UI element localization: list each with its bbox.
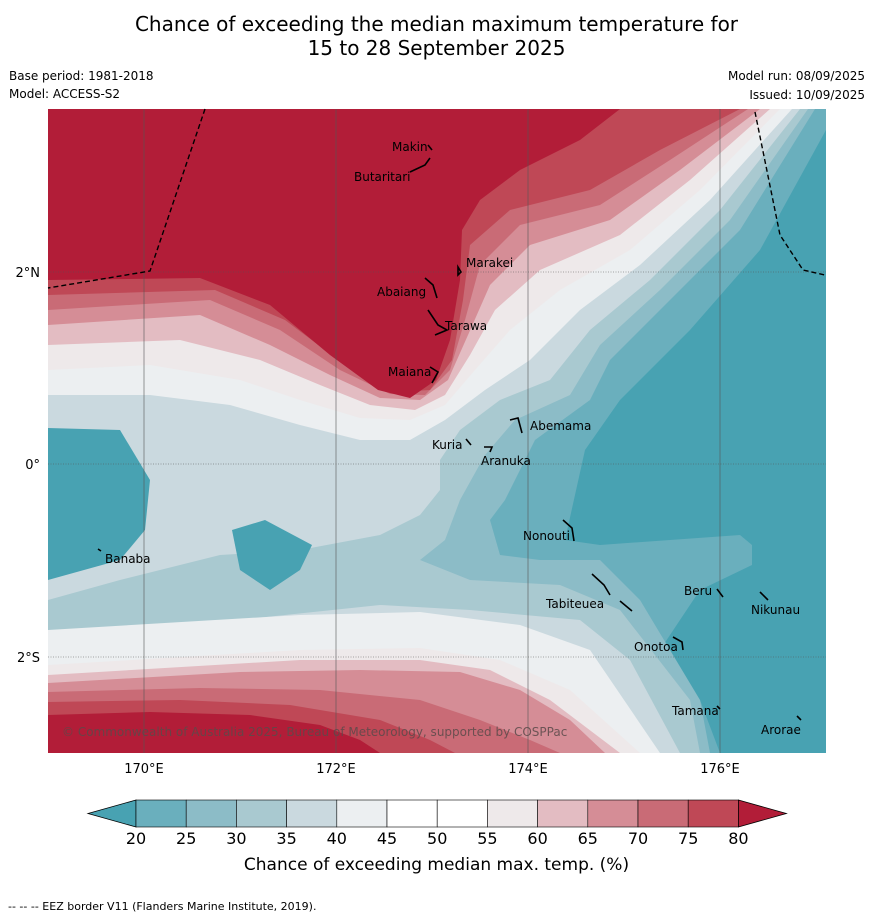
lat-label-equator: 0°: [25, 458, 40, 473]
colorbar-tick-label: 20: [126, 829, 146, 848]
eez-border-west: [47, 108, 206, 289]
island-abemama: [509, 417, 523, 434]
colorbar-tick-label: 40: [327, 829, 347, 848]
map-title: Chance of exceeding the median maximum t…: [0, 12, 873, 60]
island-butaritari: [409, 157, 431, 173]
label-beru: Beru: [684, 584, 712, 598]
place-labels: Makin Butaritari Marakei Abaiang Tarawa …: [105, 140, 801, 737]
island-marakei: [457, 264, 463, 277]
label-arorae: Arorae: [761, 723, 801, 737]
colorbar-tick-label: 65: [578, 829, 598, 848]
contour-band-20-pocket: [232, 520, 312, 590]
colorbar-segment: [537, 799, 589, 828]
lon-label-176e: 176°E: [700, 762, 740, 777]
label-aranuka: Aranuka: [481, 454, 531, 468]
label-abaiang: Abaiang: [377, 285, 426, 299]
colorbar-extend-high: [738, 799, 788, 828]
label-tarawa: Tarawa: [444, 319, 487, 333]
island-tamana: [716, 705, 721, 710]
label-maiana: Maiana: [388, 365, 431, 379]
island-aranuka: [484, 446, 494, 453]
colorbar-segment: [135, 799, 187, 828]
colorbar-tick-label: 25: [176, 829, 196, 848]
colorbar-tick-label: 75: [678, 829, 698, 848]
colorbar-tick-label: 50: [427, 829, 447, 848]
graticule-meridians: [143, 109, 721, 753]
island-kuria: [465, 438, 472, 446]
label-marakei: Marakei: [466, 256, 513, 270]
colorbar-tick-label: 45: [377, 829, 397, 848]
island-beru: [716, 588, 724, 598]
colorbar-segment: [185, 799, 237, 828]
colorbar: 20 25 30 35 40 45 50 55 60 65 70 75 80: [86, 799, 788, 848]
label-banaba: Banaba: [105, 552, 151, 566]
colorbar-segment: [436, 799, 488, 828]
colorbar-tick-label: 30: [226, 829, 246, 848]
island-banaba: [97, 548, 102, 552]
label-tabiteuea: Tabiteuea: [545, 597, 604, 611]
lat-label-2s: 2°S: [17, 651, 40, 666]
copyright-note: © Commonwealth of Australia 2025, Bureau…: [62, 725, 567, 739]
lon-label-170e: 170°E: [124, 762, 164, 777]
colorbar-tick-label: 35: [276, 829, 296, 848]
colorbar-segment: [587, 799, 639, 828]
eez-border-east: [754, 111, 826, 276]
lon-label-172e: 172°E: [316, 762, 356, 777]
colorbar-segment: [286, 799, 338, 828]
label-onotoa: Onotoa: [634, 640, 678, 654]
island-makin: [427, 144, 433, 151]
island-onotoa: [672, 636, 684, 651]
label-nonouti: Nonouti: [523, 529, 570, 543]
colorbar-tick-label: 55: [477, 829, 497, 848]
colorbar-segment: [637, 799, 689, 828]
island-abaiang: [424, 277, 438, 299]
contour-field: [48, 109, 826, 753]
label-nikunau: Nikunau: [751, 603, 800, 617]
eez-borders: [47, 108, 826, 289]
lon-label-174e: 174°E: [508, 762, 548, 777]
model-name: Model: ACCESS-S2: [9, 87, 121, 101]
colorbar-tick-label: 60: [527, 829, 547, 848]
title-line-1: Chance of exceeding the median maximum t…: [134, 12, 739, 36]
axis-labels: 2°N 0° 2°S 170°E 172°E 174°E 176°E: [16, 266, 740, 777]
island-maiana: [429, 366, 440, 384]
label-butaritari: Butaritari: [354, 170, 411, 184]
island-nonouti: [562, 519, 575, 542]
colorbar-segment: [687, 799, 739, 828]
island-nikunau: [759, 591, 769, 601]
island-arorae: [796, 715, 802, 721]
colorbar-segment: [236, 799, 287, 828]
graticule: [48, 271, 826, 658]
model-run: Model run: 08/09/2025: [727, 69, 865, 83]
footer-note: -- -- -- EEZ border V11 (Flanders Marine…: [8, 900, 317, 913]
island-tabiteuea: [591, 573, 633, 612]
contour-band-20-west: [48, 428, 150, 580]
base-period: Base period: 1981-2018: [9, 69, 154, 83]
colorbar-segment: [336, 799, 388, 828]
label-tamana: Tamana: [671, 704, 719, 718]
lat-label-2n: 2°N: [16, 266, 41, 281]
colorbar-segment: [386, 799, 438, 828]
colorbar-title: Chance of exceeding median max. temp. (%…: [243, 855, 630, 875]
colorbar-tick-label: 80: [728, 829, 748, 848]
label-abemama: Abemama: [530, 419, 591, 433]
colorbar-segment: [487, 799, 538, 828]
islands: [97, 144, 802, 721]
colorbar-extend-low: [86, 799, 137, 828]
contour-band-80: [48, 109, 620, 753]
label-makin: Makin: [392, 140, 428, 154]
label-kuria: Kuria: [432, 438, 463, 452]
colorbar-tick-label: 70: [628, 829, 648, 848]
island-tarawa: [427, 309, 449, 336]
issued-date: Issued: 10/09/2025: [749, 88, 865, 102]
title-line-2: 15 to 28 September 2025: [307, 36, 566, 60]
